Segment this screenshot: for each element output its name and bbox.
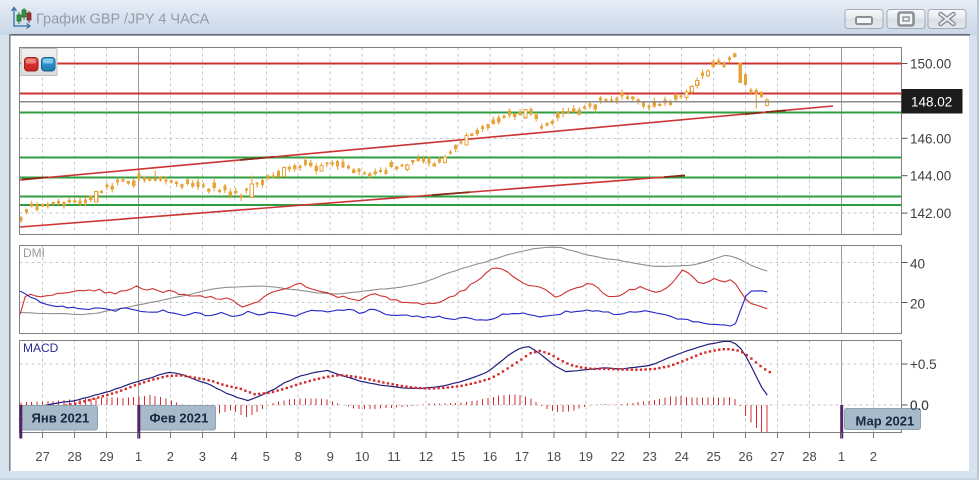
svg-text:144.00: 144.00	[910, 169, 951, 184]
svg-text:19: 19	[579, 449, 593, 464]
svg-text:10: 10	[355, 449, 369, 464]
svg-text:1: 1	[838, 449, 845, 464]
svg-text:29: 29	[99, 449, 113, 464]
svg-text:3: 3	[199, 449, 206, 464]
svg-text:17: 17	[515, 449, 529, 464]
svg-text:24: 24	[674, 449, 688, 464]
svg-text:28: 28	[802, 449, 816, 464]
svg-text:146.00: 146.00	[910, 131, 951, 146]
svg-text:5: 5	[263, 449, 270, 464]
svg-text:148.02: 148.02	[911, 95, 952, 110]
svg-text:Янв 2021: Янв 2021	[32, 411, 90, 426]
svg-text:15: 15	[451, 449, 465, 464]
svg-text:1: 1	[135, 449, 142, 464]
svg-text:2: 2	[870, 449, 877, 464]
svg-text:16: 16	[483, 449, 497, 464]
svg-text:28: 28	[67, 449, 81, 464]
svg-text:График GBP /JPY 4 ЧАСА: График GBP /JPY 4 ЧАСА	[36, 12, 210, 28]
svg-text:11: 11	[387, 449, 401, 464]
svg-text:27: 27	[35, 449, 49, 464]
svg-text:27: 27	[770, 449, 784, 464]
svg-text:18: 18	[547, 449, 561, 464]
svg-text:25: 25	[706, 449, 720, 464]
svg-text:Мар 2021: Мар 2021	[856, 414, 915, 429]
svg-text:4: 4	[231, 449, 238, 464]
svg-text:+0.5: +0.5	[910, 357, 937, 372]
svg-text:Фев 2021: Фев 2021	[150, 411, 209, 426]
svg-text:MACD: MACD	[23, 341, 59, 355]
svg-text:20: 20	[910, 297, 925, 312]
svg-text:2: 2	[167, 449, 174, 464]
svg-text:150.00: 150.00	[910, 57, 951, 72]
svg-text:9: 9	[327, 449, 334, 464]
svg-text:DMI: DMI	[23, 246, 45, 260]
svg-text:26: 26	[738, 449, 752, 464]
svg-text:23: 23	[642, 449, 656, 464]
svg-text:0.0: 0.0	[910, 398, 929, 413]
svg-text:40: 40	[910, 257, 925, 272]
svg-text:8: 8	[295, 449, 302, 464]
svg-text:22: 22	[611, 449, 625, 464]
svg-text:142.00: 142.00	[910, 206, 951, 221]
svg-text:12: 12	[419, 449, 433, 464]
